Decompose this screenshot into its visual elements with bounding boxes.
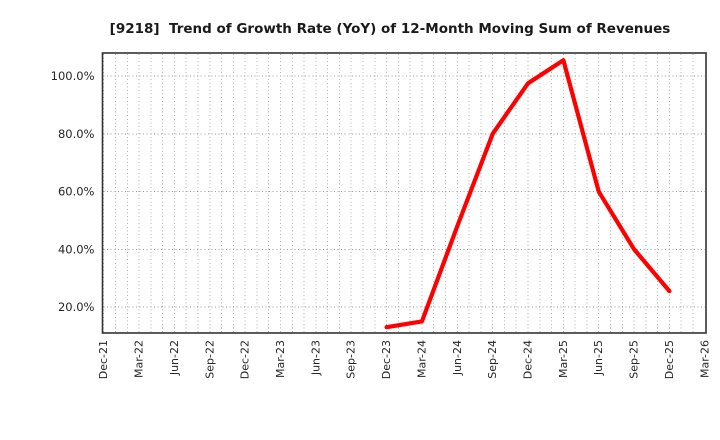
x-tick-label: Dec-23: [380, 340, 393, 379]
x-tick-label: Mar-23: [274, 340, 287, 378]
x-tick-label: Sep-25: [628, 340, 641, 379]
x-tick-label: Dec-24: [522, 340, 535, 379]
revenue-growth-line: [384, 58, 672, 330]
x-tick-label: Mar-24: [415, 340, 428, 378]
x-tick-label: Sep-24: [486, 340, 499, 379]
x-tick-label: Jun-24: [451, 340, 464, 376]
y-tick-label: 60.0%: [58, 185, 95, 199]
x-tick-label: Dec-25: [663, 340, 676, 379]
y-tick-label: 40.0%: [58, 242, 95, 256]
x-tick-label: Mar-26: [698, 340, 711, 378]
x-tick-label: Jun-25: [592, 340, 605, 376]
x-tick-label: Jun-22: [168, 340, 181, 376]
x-tick-label: Mar-22: [133, 340, 146, 378]
y-tick-label: 80.0%: [58, 127, 95, 141]
chart-title: [9218] Trend of Growth Rate (YoY) of 12-…: [109, 21, 671, 37]
x-tick-label: Dec-21: [97, 340, 110, 379]
y-tick-label: 20.0%: [58, 300, 95, 314]
x-tick-label: Sep-22: [203, 340, 216, 379]
plot-border: [101, 52, 707, 334]
x-tick-label: Dec-22: [239, 340, 252, 379]
x-tick-label: Jun-23: [309, 340, 322, 376]
x-tick-label: Mar-25: [557, 340, 570, 378]
y-tick-label: 100.0%: [51, 69, 95, 83]
x-tick-label: Sep-23: [345, 340, 358, 379]
